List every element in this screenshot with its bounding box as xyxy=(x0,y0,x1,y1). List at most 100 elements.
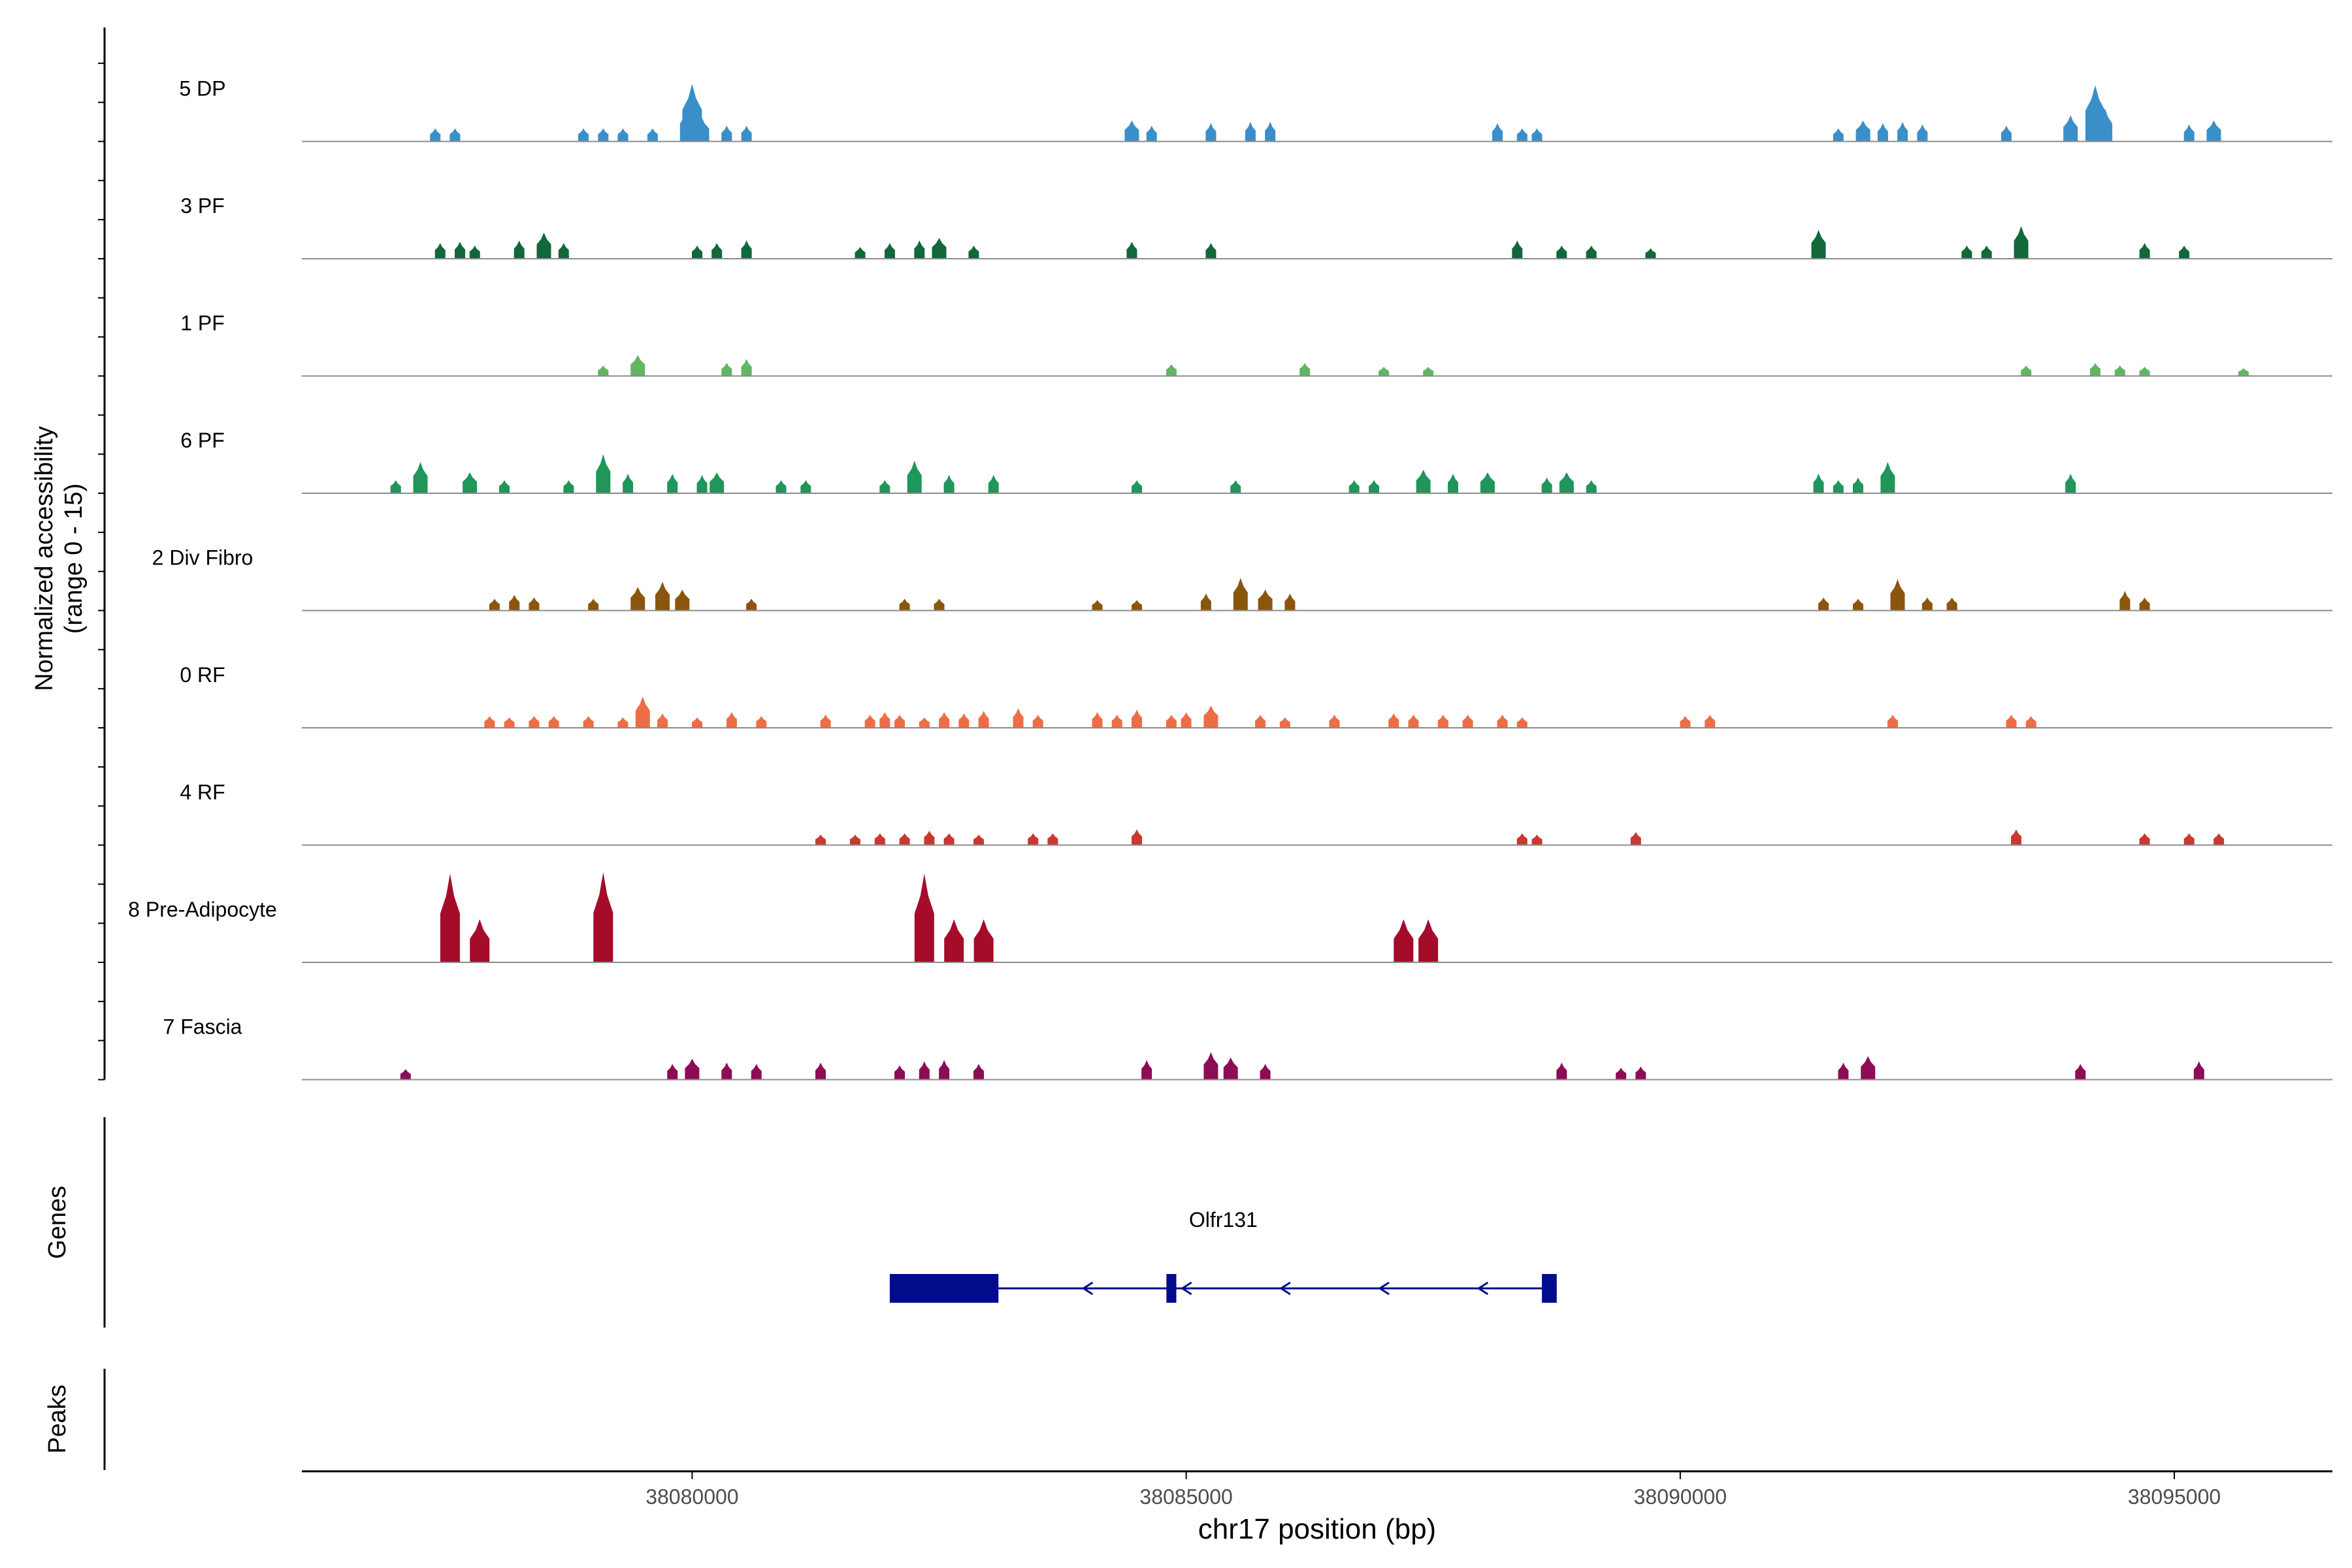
track-label-1-pf: 1 PF xyxy=(180,312,225,335)
genes-label: Genes xyxy=(44,1186,71,1259)
coverage-peak xyxy=(1132,600,1142,611)
coverage-peak xyxy=(598,128,609,142)
track-1-pf: 1 PF xyxy=(180,312,2332,377)
coverage-peak xyxy=(1492,123,1503,142)
coverage-peak xyxy=(1126,242,1137,259)
track-8-pre-adipocyte: 8 Pre-Adipocyte xyxy=(128,872,2332,963)
coverage-peak xyxy=(434,243,446,259)
coverage-peak xyxy=(1531,834,1543,845)
coverage-peak xyxy=(635,696,650,728)
coverage-peak xyxy=(919,717,930,728)
coverage-peak xyxy=(1265,122,1276,142)
track-label-6-pf: 6 PF xyxy=(180,429,225,452)
coverage-peak xyxy=(973,834,984,845)
coverage-peak xyxy=(2183,833,2195,845)
coverage-peak xyxy=(630,355,645,376)
coverage-peak xyxy=(1897,122,1908,142)
coverage-peak xyxy=(855,247,866,259)
coverage-peak xyxy=(815,834,826,845)
coverage-peak xyxy=(1586,480,1597,493)
coverage-peak xyxy=(849,834,860,845)
coverage-peak xyxy=(944,919,964,962)
coverage-peak xyxy=(667,474,678,493)
coverage-peak xyxy=(1416,470,1431,493)
coverage-peak xyxy=(685,1058,700,1080)
coverage-peak xyxy=(2098,108,2113,142)
gene-exon xyxy=(889,1274,999,1303)
track-label-0-rf: 0 RF xyxy=(180,663,225,687)
coverage-peak xyxy=(1047,833,1058,845)
coverage-peak xyxy=(578,128,589,142)
coverage-peak xyxy=(2213,833,2225,845)
strand-arrow xyxy=(1378,1281,1390,1296)
coverage-peak xyxy=(1981,246,1992,259)
coverage-peak xyxy=(968,246,979,259)
coverage-peak xyxy=(596,454,611,493)
coverage-peak xyxy=(1260,1064,1271,1080)
coverage-peak xyxy=(1408,715,1419,728)
coverage-peak xyxy=(455,242,465,259)
x-tick-label: 38085000 xyxy=(1139,1485,1232,1509)
coverage-peak xyxy=(894,715,905,728)
coverage-peak xyxy=(1394,919,1414,962)
coverage-peak xyxy=(1299,363,1311,376)
gene-model-olfr131: Olfr131 xyxy=(889,1208,1557,1303)
track-0-rf: 0 RF xyxy=(180,663,2332,728)
coverage-peak xyxy=(1124,120,1139,142)
coverage-peak xyxy=(1233,578,1248,611)
coverage-peak xyxy=(924,830,935,845)
track-7-fascia: 7 Fascia xyxy=(163,1015,2332,1081)
track-label-3-pf: 3 PF xyxy=(180,194,225,218)
coverage-peak xyxy=(1635,1066,1646,1080)
coverage-peak xyxy=(1559,472,1574,493)
coverage-peak xyxy=(710,472,725,493)
coverage-peak xyxy=(1887,715,1898,728)
coverage-peak xyxy=(1813,474,1824,493)
coverage-peak xyxy=(1680,716,1691,728)
coverage-peak xyxy=(899,598,910,611)
coverage-peak xyxy=(2238,368,2249,376)
coverage-peak xyxy=(879,712,890,728)
coverage-peak xyxy=(907,461,922,493)
coverage-peak xyxy=(939,1060,950,1080)
coverage-peak xyxy=(1437,715,1448,728)
coverage-peak xyxy=(1279,717,1290,728)
coverage-peak xyxy=(1917,124,1928,142)
coverage-peak xyxy=(973,919,994,962)
coverage-peak xyxy=(563,480,574,493)
coverage-peak xyxy=(630,587,645,611)
coverage-peak xyxy=(536,233,551,259)
coverage-peak xyxy=(499,480,510,493)
coverage-peak xyxy=(751,1064,762,1080)
coverage-peak xyxy=(741,240,752,259)
coverage-peak xyxy=(2139,243,2150,259)
coverage-peak xyxy=(2193,1061,2204,1080)
coverage-peak xyxy=(548,716,559,728)
coverage-peak xyxy=(2139,833,2150,845)
coverage-peak xyxy=(1423,367,1434,376)
coverage-peak xyxy=(509,595,520,611)
coverage-peak xyxy=(1833,128,1844,142)
x-tick-label: 38090000 xyxy=(1634,1485,1727,1509)
coverage-peak xyxy=(1556,246,1567,259)
coverage-peak xyxy=(1255,715,1266,728)
coverage-peak xyxy=(884,243,895,259)
coverage-peak xyxy=(874,833,885,845)
y-axis-label-line1: Normalized accessibility xyxy=(31,426,58,691)
coverage-peak xyxy=(529,597,540,611)
coverage-peak xyxy=(1141,1060,1152,1080)
coverage-peak xyxy=(692,717,702,728)
coverage-peak xyxy=(2114,365,2125,376)
coverage-peak xyxy=(1166,364,1177,376)
coverage-peak xyxy=(2119,591,2131,611)
coverage-peak xyxy=(1833,480,1844,493)
coverage-peak xyxy=(675,589,690,611)
strand-arrow xyxy=(1477,1281,1489,1296)
coverage-peak xyxy=(1516,128,1527,142)
coverage-peak xyxy=(1146,125,1157,142)
coverage-peak xyxy=(1877,123,1888,142)
coverage-peak xyxy=(1205,123,1217,142)
coverage-peak xyxy=(1230,480,1241,493)
coverage-peak xyxy=(1111,715,1122,728)
coverage-peak xyxy=(820,715,831,728)
